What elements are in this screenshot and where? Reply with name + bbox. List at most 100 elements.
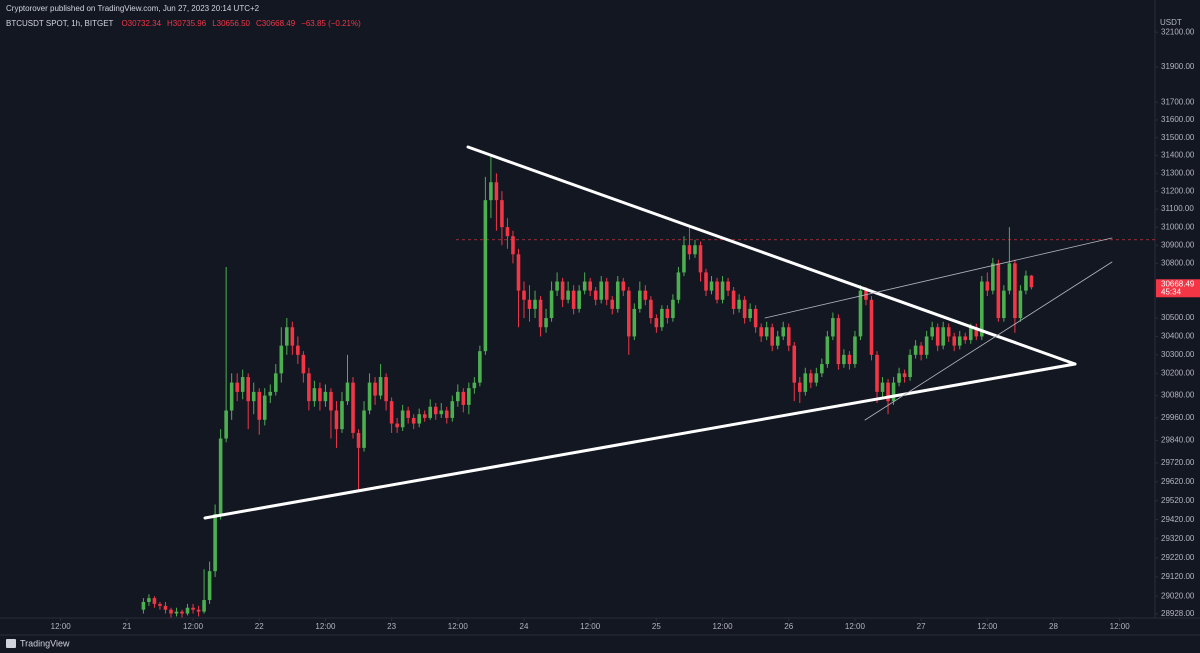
- candle-body: [158, 603, 162, 606]
- candle-body: [803, 373, 808, 392]
- x-tick-label: 12:00: [977, 622, 998, 631]
- ohlc-value: C30668.49: [256, 19, 296, 28]
- candle-body: [483, 200, 488, 352]
- candle-body: [831, 318, 835, 337]
- candle-body: [759, 327, 763, 337]
- candle-body: [417, 414, 421, 424]
- candle-body: [715, 281, 719, 300]
- candle-body: [489, 182, 493, 201]
- candle-body: [847, 354, 852, 365]
- candle-body: [930, 327, 934, 337]
- candle-body: [213, 513, 217, 572]
- candle-body: [1007, 263, 1012, 291]
- candle-body: [329, 391, 333, 411]
- x-tick-label: 27: [917, 622, 926, 631]
- candle-body: [638, 290, 642, 309]
- candle-body: [334, 410, 339, 430]
- candle-body: [588, 281, 592, 291]
- candle-body: [748, 308, 752, 319]
- y-tick-label: 31200.00: [1161, 186, 1195, 195]
- candle-body: [737, 299, 741, 309]
- candle-body: [991, 263, 995, 291]
- candle-body: [599, 281, 604, 300]
- candle-body: [963, 336, 968, 341]
- trend-line: [466, 145, 1077, 366]
- candle-body: [820, 364, 824, 374]
- candle-body: [224, 410, 228, 439]
- candle-body: [202, 600, 206, 612]
- ohlc-value: O30732.34: [121, 19, 161, 28]
- candle-body: [478, 351, 482, 383]
- candle-body: [147, 598, 151, 602]
- candle-body: [814, 373, 819, 383]
- candle-body: [935, 327, 940, 346]
- candle-body: [781, 327, 786, 337]
- candle-body: [698, 245, 703, 273]
- candle-body: [627, 290, 631, 337]
- candle-body: [251, 391, 256, 402]
- last-price: 30668.49: [1161, 279, 1195, 288]
- candle-body: [323, 391, 328, 402]
- candle-body: [1024, 275, 1028, 291]
- candle-body: [709, 281, 714, 291]
- candle-body: [946, 327, 951, 337]
- y-tick-label: 29220.00: [1161, 553, 1195, 562]
- candle-body: [384, 377, 388, 402]
- candle-body: [1002, 290, 1006, 319]
- plot: [141, 155, 1155, 618]
- currency: USDT: [1160, 18, 1182, 27]
- candle-body: [693, 245, 697, 255]
- y-tick-label: 31400.00: [1161, 151, 1195, 160]
- candle-body: [1018, 290, 1023, 319]
- candle-body: [809, 373, 813, 383]
- candle-body: [268, 391, 273, 396]
- candle-body: [649, 299, 653, 319]
- y-tick-label: 29720.00: [1161, 458, 1195, 467]
- candle-body: [786, 327, 791, 346]
- candle-body: [246, 377, 251, 402]
- y-tick-label: 29120.00: [1161, 572, 1195, 581]
- y-tick-label: 31600.00: [1161, 115, 1195, 124]
- x-tick-label: 12:00: [51, 622, 72, 631]
- candle-body: [566, 290, 570, 300]
- candle-body: [461, 391, 466, 405]
- candle-body: [180, 611, 184, 614]
- candle-body: [825, 336, 830, 365]
- candle-body: [726, 281, 730, 291]
- trend-line: [203, 362, 1077, 520]
- y-tick-label: 30800.00: [1161, 258, 1195, 267]
- candle-body: [555, 281, 559, 291]
- candle-body: [985, 281, 990, 291]
- y-tick-label: 31700.00: [1161, 97, 1195, 106]
- y-tick-label: 30200.00: [1161, 368, 1195, 377]
- x-tick-label: 21: [122, 622, 131, 631]
- candle-body: [174, 611, 179, 614]
- candle-body: [577, 290, 581, 309]
- candle-body: [494, 182, 499, 201]
- candle-body: [373, 382, 377, 396]
- candle-body: [538, 299, 543, 328]
- ohlc-value: L30656.50: [212, 19, 250, 28]
- x-tick-label: 12:00: [183, 622, 204, 631]
- candle-body: [968, 327, 973, 341]
- y-tick-label: 29520.00: [1161, 496, 1195, 505]
- candle-body: [797, 382, 802, 392]
- candle-body: [869, 299, 874, 355]
- candle-body: [593, 290, 598, 300]
- candle-body: [676, 272, 681, 300]
- candle-body: [980, 281, 984, 337]
- x-tick-label: 22: [255, 622, 264, 631]
- candle-body: [886, 382, 890, 402]
- x-tick-label: 24: [520, 622, 529, 631]
- y-tick-label: 30300.00: [1161, 350, 1195, 359]
- candle-body: [544, 318, 548, 328]
- candle-body: [908, 354, 912, 378]
- candle-body: [621, 281, 626, 291]
- candle-body: [704, 272, 708, 291]
- candle-body: [185, 607, 190, 614]
- candle-body: [665, 308, 670, 319]
- candle-body: [273, 373, 278, 392]
- drawings: [203, 145, 1113, 520]
- brand: TradingView: [6, 638, 70, 648]
- candle-body: [842, 354, 846, 365]
